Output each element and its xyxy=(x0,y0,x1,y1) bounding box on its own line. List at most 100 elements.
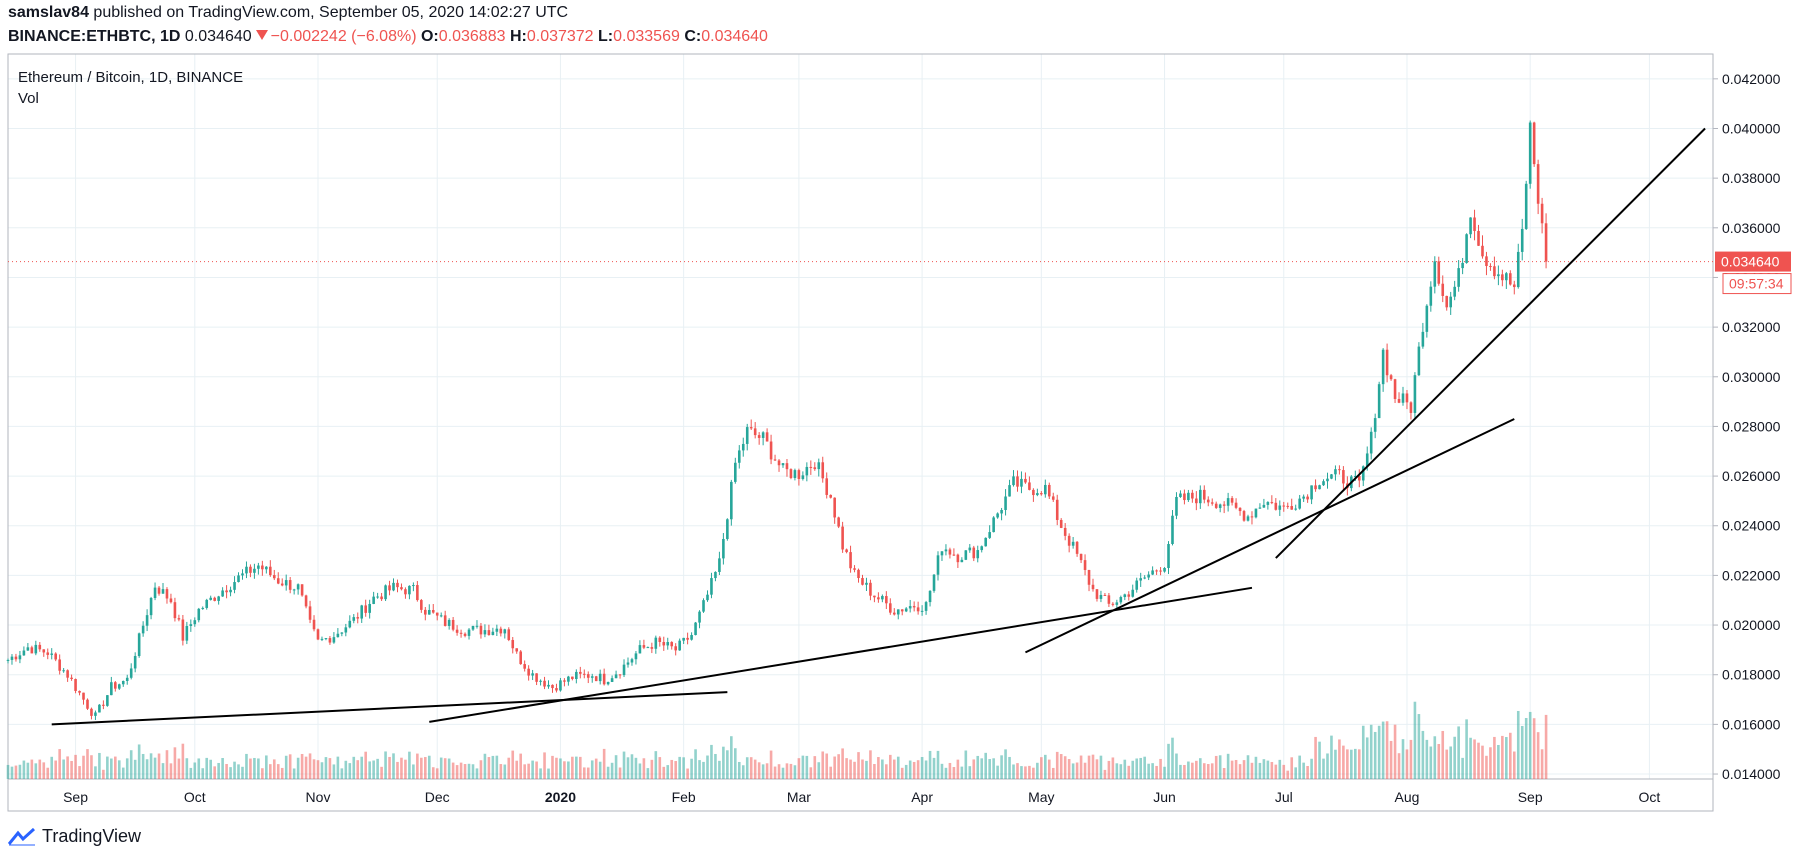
volume-bar xyxy=(384,751,387,779)
candle-body xyxy=(245,566,248,574)
volume-bar xyxy=(487,757,491,779)
low-value: 0.033569 xyxy=(613,28,680,45)
candle-body xyxy=(1354,476,1357,478)
candle-body xyxy=(761,432,765,438)
high-value: 0.037372 xyxy=(526,28,594,45)
candle-body xyxy=(674,646,677,651)
volume-bar xyxy=(575,756,578,779)
candle-body xyxy=(1461,262,1464,269)
volume-bar xyxy=(555,757,558,779)
candle-body xyxy=(793,470,797,478)
volume-bar xyxy=(539,768,542,779)
volume-bar xyxy=(1047,759,1051,779)
volume-bar xyxy=(1040,757,1043,779)
volume-bar xyxy=(896,756,900,779)
volume-bar xyxy=(594,758,598,779)
volume-bar xyxy=(1214,755,1218,779)
candle-body xyxy=(1103,594,1107,596)
volume-bar xyxy=(483,753,487,779)
volume-bar xyxy=(805,755,809,779)
candle-body xyxy=(1024,478,1027,483)
price-tick-label: 0.020000 xyxy=(1722,617,1781,633)
volume-bar xyxy=(1071,763,1075,779)
candle-body xyxy=(813,467,817,470)
volume-bar xyxy=(710,744,713,779)
volume-bar xyxy=(1183,765,1186,779)
volume-bar xyxy=(753,759,757,779)
candle-body xyxy=(678,640,681,651)
volume-bar xyxy=(531,760,534,779)
volume-bar xyxy=(610,762,614,779)
candle-body xyxy=(936,555,940,575)
candle-body xyxy=(1262,504,1266,508)
volume-bar xyxy=(1202,763,1206,779)
candle-body xyxy=(1123,594,1127,598)
volume-bar xyxy=(1449,746,1452,779)
volume-bar xyxy=(1540,749,1544,779)
volume-bar xyxy=(1099,755,1103,779)
candle-body xyxy=(368,603,371,613)
trendlines[interactable] xyxy=(51,127,1706,726)
volume-bar xyxy=(741,765,745,779)
candle-body xyxy=(1187,492,1190,501)
candle-body xyxy=(539,680,542,682)
candle-body xyxy=(1131,589,1135,597)
candle-body xyxy=(376,596,379,598)
time-tick-label: May xyxy=(1028,789,1054,805)
candle-body xyxy=(598,673,602,682)
candle-body xyxy=(745,427,749,444)
volume-bar xyxy=(642,758,646,779)
volume-bar xyxy=(1258,762,1262,779)
candle-body xyxy=(233,582,236,590)
volume-bar xyxy=(829,766,832,779)
volume-bar xyxy=(567,761,570,779)
candle-body xyxy=(499,628,503,634)
candle-body xyxy=(157,587,161,594)
close-label: C: xyxy=(684,28,702,45)
volume-bar xyxy=(984,752,987,779)
volume-bar xyxy=(1175,753,1178,779)
candle-body xyxy=(590,676,594,678)
candle-body xyxy=(1377,384,1381,419)
candle-body xyxy=(503,629,507,634)
candle-body xyxy=(1155,570,1158,572)
footer-brand[interactable]: TradingView xyxy=(8,826,141,847)
volume-bar xyxy=(797,758,801,779)
time-axis[interactable]: Sep Oct Nov Dec 2020 Feb Mar Apr May Jun Jul Aug Sep… xyxy=(63,789,1660,805)
volume-bar xyxy=(873,764,876,779)
candle-body xyxy=(1528,122,1532,184)
candle-body xyxy=(972,547,976,559)
author-name[interactable]: samslav84 xyxy=(8,4,89,21)
price-tick-label: 0.016000 xyxy=(1722,716,1781,732)
volume-bar xyxy=(1004,749,1007,779)
last-price: 0.034640 xyxy=(184,28,252,45)
time-tick-label: Sep xyxy=(1518,789,1543,805)
price-tick-label: 0.018000 xyxy=(1722,667,1781,683)
candle-body xyxy=(98,704,101,713)
candle-body xyxy=(153,587,157,598)
volume-bar xyxy=(340,768,344,779)
candle-body xyxy=(579,671,582,674)
candle-body xyxy=(1536,164,1540,204)
volume-bar xyxy=(1147,763,1150,779)
volume-bar xyxy=(1250,762,1254,779)
candle-body xyxy=(686,637,689,640)
volume-bar xyxy=(1115,763,1119,779)
candle-body xyxy=(606,681,610,685)
volume-bar xyxy=(769,750,773,779)
volume-bar xyxy=(1469,737,1472,779)
volume-bar xyxy=(1501,735,1504,779)
price-axis[interactable]: 0.0420000.0400000.0380000.0360000.034000… xyxy=(1713,71,1781,782)
volume-bar xyxy=(364,751,367,779)
volume-bar xyxy=(1266,760,1270,779)
candle-body xyxy=(956,554,960,563)
candle-body xyxy=(757,435,761,438)
candle-body xyxy=(1210,502,1214,504)
candle-body xyxy=(288,580,292,590)
candle-body xyxy=(1199,489,1202,504)
volume-bar xyxy=(734,748,737,779)
candle-body xyxy=(1477,230,1480,246)
candle-body xyxy=(237,575,240,583)
candle-body xyxy=(1481,245,1484,257)
